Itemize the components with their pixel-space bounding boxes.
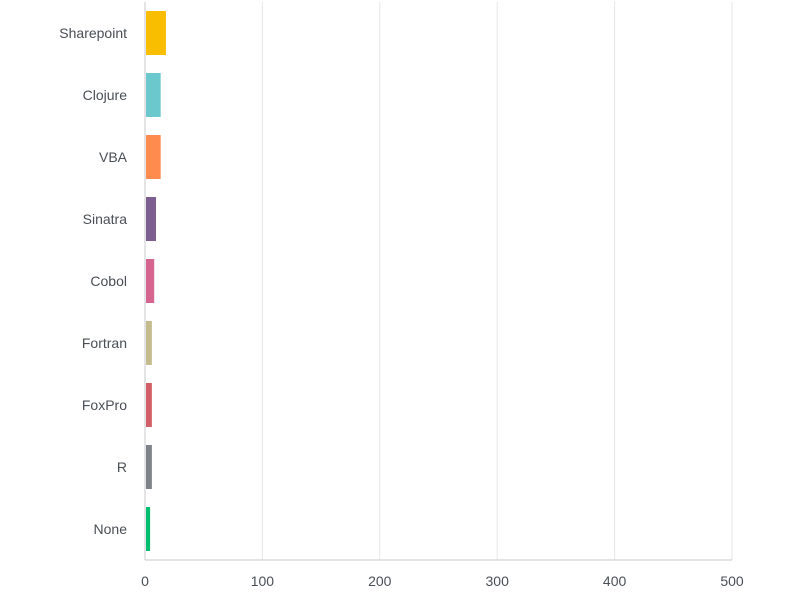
- bar-clojure[interactable]: [146, 73, 161, 117]
- category-label: Sharepoint: [59, 25, 127, 41]
- x-tick-label: 500: [720, 573, 744, 589]
- bar-sinatra[interactable]: [146, 197, 156, 241]
- x-tick-label: 0: [141, 573, 149, 589]
- x-tick-label: 400: [603, 573, 627, 589]
- x-tick-label: 200: [368, 573, 392, 589]
- bar-sharepoint[interactable]: [146, 11, 166, 55]
- axes: [144, 2, 732, 561]
- category-label: None: [94, 521, 128, 537]
- bar-cobol[interactable]: [146, 259, 155, 303]
- category-labels: Sharepoint Clojure VBA Sinatra Cobol Fortran F…: [59, 25, 127, 537]
- x-tick-label: 100: [251, 573, 275, 589]
- category-label: VBA: [99, 149, 128, 165]
- category-label: Cobol: [90, 273, 127, 289]
- bar-r[interactable]: [146, 445, 152, 489]
- bar-fortran[interactable]: [146, 321, 152, 365]
- category-label: Sinatra: [83, 211, 128, 227]
- category-label: Clojure: [83, 87, 128, 103]
- bars: [146, 11, 166, 551]
- category-label: FoxPro: [82, 397, 127, 413]
- bar-none[interactable]: [146, 507, 151, 551]
- x-tick-label: 300: [486, 573, 510, 589]
- gridlines: [261, 2, 733, 560]
- category-label: Fortran: [82, 335, 127, 351]
- tick-labels: 0 100 200 300 400 500: [141, 573, 744, 589]
- bar-foxpro[interactable]: [146, 383, 152, 427]
- category-label: R: [117, 459, 127, 475]
- bar-vba[interactable]: [146, 135, 161, 179]
